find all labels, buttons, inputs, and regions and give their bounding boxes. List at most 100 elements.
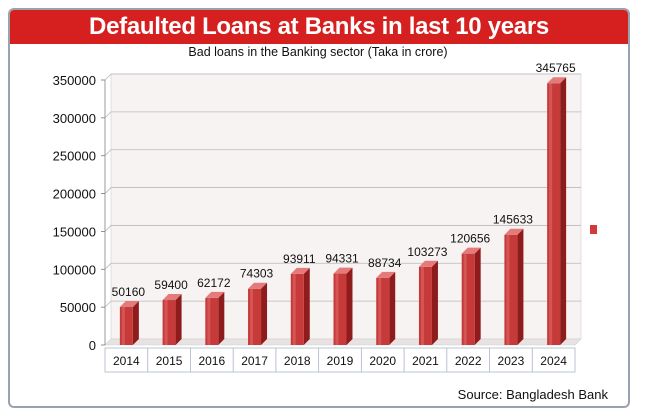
bar-top bbox=[376, 271, 396, 278]
value-label: 50160 bbox=[112, 285, 146, 299]
bar-side bbox=[218, 291, 225, 345]
gridline bbox=[104, 111, 581, 119]
bar-highlight bbox=[121, 307, 125, 345]
bar bbox=[547, 77, 567, 346]
bar-top bbox=[119, 301, 139, 308]
x-tick-label: 2015 bbox=[156, 354, 183, 368]
bar-top bbox=[248, 282, 268, 289]
x-tick-label: 2018 bbox=[284, 354, 311, 368]
y-tick-label: 100000 bbox=[53, 262, 96, 277]
bar-side bbox=[517, 228, 524, 345]
value-label: 145633 bbox=[493, 213, 533, 227]
x-tick-label: 2017 bbox=[241, 354, 268, 368]
bar-top bbox=[205, 291, 225, 298]
bar-highlight bbox=[463, 253, 467, 345]
bar-side bbox=[261, 282, 268, 345]
x-tick-label: 2024 bbox=[540, 354, 567, 368]
bar-side bbox=[346, 267, 353, 345]
bar-side bbox=[132, 301, 139, 345]
x-tick-label: 2014 bbox=[113, 354, 140, 368]
value-label: 88734 bbox=[368, 256, 402, 270]
bar-top bbox=[162, 294, 182, 301]
bar-highlight bbox=[335, 273, 339, 345]
bars bbox=[119, 77, 567, 346]
bar-front bbox=[162, 300, 176, 345]
bar-highlight bbox=[506, 234, 510, 345]
source-note: Source: Bangladesh Bank bbox=[458, 387, 609, 402]
bar-highlight bbox=[378, 277, 382, 345]
bar-side bbox=[175, 294, 182, 345]
bar bbox=[504, 228, 524, 345]
y-tick-label: 0 bbox=[89, 338, 96, 353]
bar-front bbox=[333, 273, 347, 345]
bar bbox=[376, 271, 396, 345]
gridline bbox=[104, 187, 581, 194]
value-label: 74303 bbox=[240, 267, 274, 281]
x-tick-label: 2021 bbox=[412, 354, 439, 368]
x-tick-label: 2020 bbox=[369, 354, 396, 368]
bar-front bbox=[547, 83, 561, 346]
chart-title: Defaulted Loans at Banks in last 10 year… bbox=[10, 10, 628, 44]
bar-highlight bbox=[420, 266, 424, 345]
bar-highlight bbox=[250, 288, 254, 345]
y-tick-label: 50000 bbox=[60, 300, 96, 315]
value-label: 94331 bbox=[325, 252, 359, 266]
bar-highlight bbox=[164, 300, 168, 345]
bar-top bbox=[418, 260, 438, 267]
x-tick-label: 2023 bbox=[498, 354, 525, 368]
x-tick-label: 2016 bbox=[198, 354, 225, 368]
bar-top bbox=[547, 77, 567, 84]
y-tick-label: 350000 bbox=[53, 73, 96, 88]
bar-front bbox=[504, 234, 518, 345]
value-label: 120656 bbox=[450, 232, 490, 246]
chart-subtitle: Bad loans in the Banking sector (Taka in… bbox=[188, 45, 447, 59]
bar-highlight bbox=[549, 83, 553, 346]
y-tick-label: 250000 bbox=[53, 149, 96, 164]
bar-side bbox=[560, 77, 567, 346]
y-tick-label: 150000 bbox=[53, 224, 96, 239]
value-label: 62172 bbox=[197, 276, 231, 290]
value-label: 103273 bbox=[407, 245, 447, 259]
bar-top bbox=[290, 267, 310, 274]
bar-side bbox=[389, 271, 396, 345]
bar bbox=[162, 294, 182, 345]
y-tick-label: 200000 bbox=[53, 187, 96, 202]
y-axis-ticks: 0 50000 100000 150000 200000 250000 300000 3500… bbox=[53, 73, 105, 353]
x-axis-category-cells: 2014 2015 2016 2017 2018 2019 2020 2021 2022 2023… bbox=[104, 347, 576, 373]
gridline bbox=[104, 225, 581, 232]
value-labels: 50160 59400 62172 74303 93911 94331 88734 10327… bbox=[112, 61, 576, 299]
bar-front bbox=[119, 307, 133, 345]
bar-front bbox=[205, 297, 219, 345]
value-label: 93911 bbox=[283, 252, 316, 266]
value-label: 59400 bbox=[154, 278, 188, 292]
bar-front bbox=[418, 266, 432, 345]
bar-side bbox=[474, 247, 481, 345]
bar bbox=[248, 282, 268, 345]
bar-front bbox=[290, 273, 304, 345]
bar bbox=[418, 260, 438, 345]
bar-front bbox=[461, 253, 475, 345]
bar-front bbox=[376, 277, 390, 345]
bar bbox=[205, 291, 225, 345]
bar-top bbox=[504, 228, 524, 235]
bar-highlight bbox=[292, 273, 296, 345]
legend-swatch bbox=[590, 225, 597, 234]
bar-side bbox=[431, 260, 438, 345]
bar-highlight bbox=[207, 297, 211, 345]
x-tick-label: 2022 bbox=[455, 354, 482, 368]
x-tick-label: 2019 bbox=[327, 354, 354, 368]
x-axis-table bbox=[104, 347, 576, 373]
bar bbox=[290, 267, 310, 345]
gridline bbox=[104, 73, 581, 81]
bar-front bbox=[248, 288, 262, 345]
bar bbox=[461, 247, 481, 345]
bar-top bbox=[333, 267, 353, 274]
bar-side bbox=[303, 267, 310, 345]
bar-top bbox=[461, 247, 481, 254]
bar bbox=[119, 301, 139, 345]
gridline bbox=[104, 149, 581, 156]
value-label: 345765 bbox=[536, 61, 576, 75]
y-tick-label: 300000 bbox=[53, 111, 96, 126]
bar bbox=[333, 267, 353, 345]
